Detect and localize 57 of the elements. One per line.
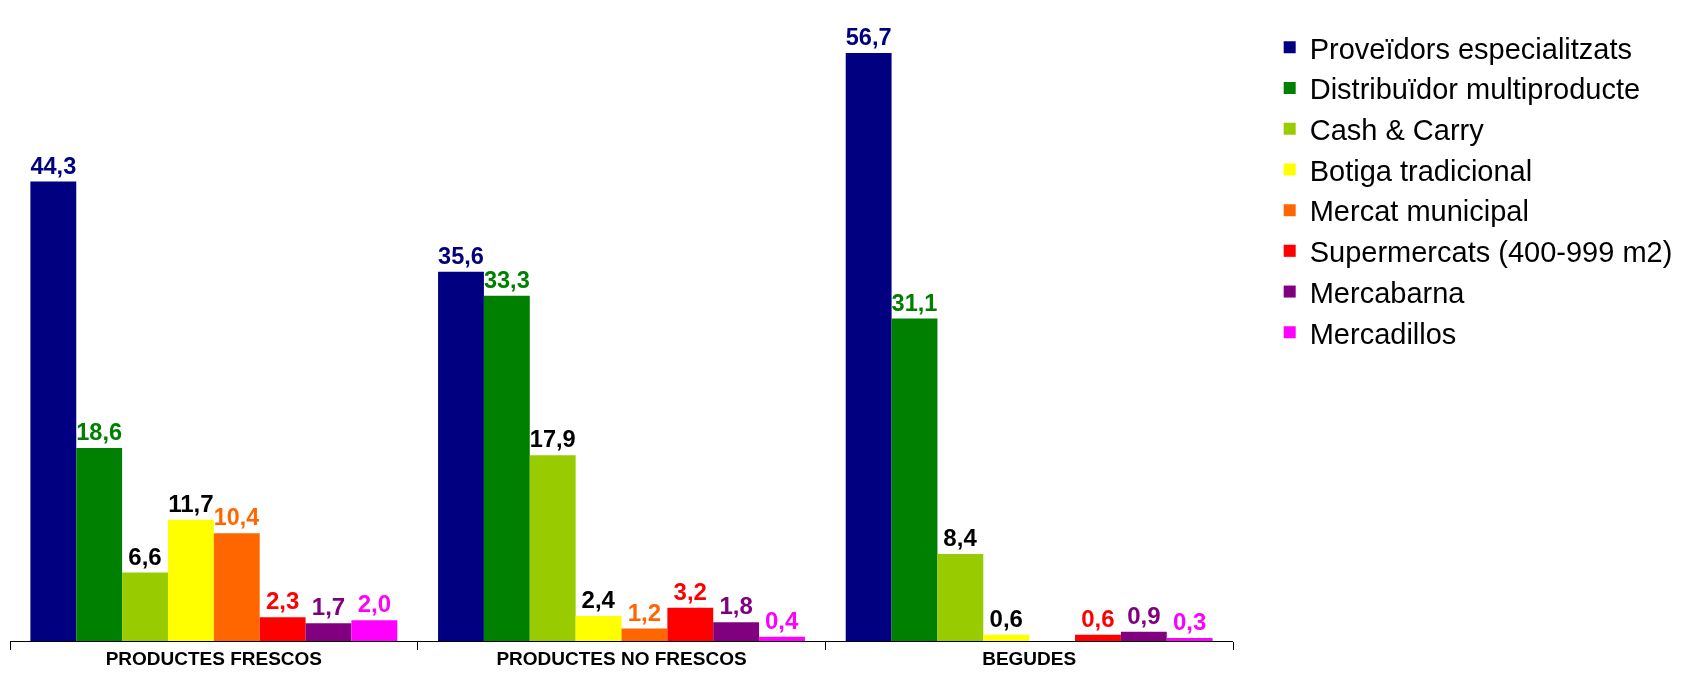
- data-label: 33,3: [483, 266, 530, 293]
- data-label: 35,6: [438, 242, 484, 269]
- legend-label: Distribuïdor multiproducte: [1309, 73, 1641, 106]
- bar: [167, 519, 214, 641]
- bar: [713, 622, 760, 641]
- bar: [937, 553, 984, 641]
- bar: [1166, 637, 1213, 641]
- data-label: 44,3: [30, 152, 77, 179]
- data-label: 1,8: [719, 592, 753, 620]
- data-label: 0,6: [989, 604, 1023, 632]
- data-label: 0,9: [1127, 601, 1161, 629]
- bar: [983, 634, 1030, 641]
- bar: [213, 533, 260, 641]
- bar: [845, 52, 892, 641]
- bar: [1120, 631, 1167, 641]
- bar: [621, 628, 668, 641]
- bar: [1075, 634, 1121, 641]
- data-label: 2,0: [357, 590, 392, 618]
- data-label: 2,4: [581, 586, 616, 614]
- data-label: 0,6: [1081, 604, 1115, 632]
- data-label: 6,6: [128, 542, 162, 570]
- legend-label: Botiga tradicional: [1309, 154, 1533, 187]
- x-tick-label: BEGUDES: [982, 647, 1077, 669]
- bar: [122, 572, 168, 641]
- legend-label: Mercadillos: [1309, 317, 1457, 350]
- bar: [305, 623, 352, 641]
- data-label: 8,4: [943, 523, 978, 551]
- bar: [891, 318, 938, 641]
- legend-label: Supermercats (400-999 m2): [1309, 236, 1673, 269]
- data-label: 2,3: [265, 587, 300, 615]
- legend-label: Proveïdors especialitzats: [1309, 32, 1633, 65]
- data-label: 31,1: [891, 289, 938, 316]
- bar: [76, 448, 123, 641]
- x-tick-label: PRODUCTES FRESCOS: [105, 647, 323, 669]
- bar: [438, 271, 484, 641]
- bar: [575, 616, 622, 641]
- data-label: 18,6: [76, 419, 123, 446]
- data-label: 1,2: [627, 598, 662, 626]
- data-label: 1,7: [311, 593, 346, 621]
- legend-label: Cash & Carry: [1309, 114, 1485, 147]
- legend-label: Mercabarna: [1309, 276, 1466, 309]
- data-label: 11,7: [168, 489, 214, 517]
- data-label: 56,7: [845, 24, 892, 51]
- data-label: 0,4: [765, 606, 800, 634]
- bar: [667, 607, 714, 641]
- bar: [30, 181, 77, 641]
- bar: [259, 617, 306, 641]
- data-label: 17,9: [529, 426, 576, 453]
- bar: [529, 455, 576, 641]
- bar: [759, 636, 805, 641]
- data-label: 3,2: [673, 577, 707, 605]
- legend-label: Mercat municipal: [1309, 195, 1529, 228]
- x-tick-label: PRODUCTES NO FRESCOS: [496, 647, 747, 669]
- bar: [351, 620, 398, 641]
- bar: [483, 295, 530, 641]
- data-label: 0,3: [1173, 607, 1207, 635]
- data-label: 10,4: [213, 504, 260, 531]
